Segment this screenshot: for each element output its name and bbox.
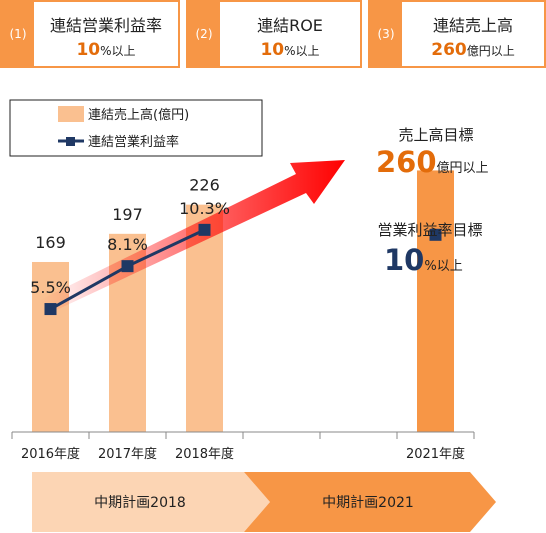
kpi-operating-margin: (1) 連結営業利益率 10%以上 <box>0 0 180 68</box>
x-tick-label: 2016年度 <box>21 446 80 462</box>
bar-value-label: 226 <box>189 176 220 195</box>
margin-value-label: 10.3% <box>179 199 230 218</box>
margin-value-label: 5.5% <box>30 278 71 297</box>
sales-target-label: 売上高目標 <box>398 126 473 144</box>
legend-swatch-sales <box>58 106 84 122</box>
kpi-value: 10 <box>260 40 285 60</box>
sales-target-unit: 億円以上 <box>437 160 489 176</box>
legend-label-sales: 連結売上高(億円) <box>88 107 189 123</box>
legend-label-margin: 連結営業利益率 <box>88 134 179 150</box>
kpi-unit: %以上 <box>284 44 320 58</box>
legend: 連結売上高(億円) 連結営業利益率 <box>9 99 263 157</box>
legend-box <box>9 99 263 157</box>
x-tick-label: 2021年度 <box>406 446 465 462</box>
margin-target-marker <box>429 228 442 241</box>
plan-2021-label: 中期計画2021 <box>322 495 414 511</box>
margin-target-value-line: 10%以上 <box>384 243 463 277</box>
bar-value-label: 169 <box>35 233 66 252</box>
sales-target-value-line: 260億円以上 <box>376 145 489 179</box>
kpi-number: (2) <box>188 2 220 66</box>
kpi-title: 連結営業利益率 <box>49 16 162 35</box>
plan-2018-label: 中期計画2018 <box>94 495 186 511</box>
margin-line <box>44 223 442 316</box>
kpi-value: 10 <box>76 40 101 60</box>
margin-marker <box>198 223 211 236</box>
plan-arrows: 中期計画2018 中期計画2021 <box>32 472 496 532</box>
margin-value-label: 8.1% <box>107 235 148 254</box>
margin-target-label: 営業利益率目標 <box>377 221 482 239</box>
legend-swatch-margin-marker <box>66 137 75 146</box>
kpi-number: (1) <box>2 2 34 66</box>
margin-marker <box>121 260 134 273</box>
sales-target-value: 260 <box>376 145 437 179</box>
x-axis: 2016年度 2017年度 2018年度 2021年度 <box>11 431 475 462</box>
margin-marker <box>44 303 57 316</box>
kpi-number: (3) <box>370 2 402 66</box>
kpi-sales: (3) 連結売上高 260億円以上 <box>368 0 546 68</box>
kpi-unit: %以上 <box>100 44 136 58</box>
bar-target <box>417 170 454 432</box>
plan-2018-arrow <box>32 472 270 532</box>
kpi-unit: 億円以上 <box>466 44 515 58</box>
plan-2021-arrow <box>244 472 496 532</box>
x-tick-label: 2017年度 <box>98 446 157 462</box>
bar-value-label: 197 <box>112 205 143 224</box>
margin-target-value: 10 <box>384 243 424 277</box>
x-tick-label: 2018年度 <box>175 446 234 462</box>
data-labels: 169 197 226 5.5% 8.1% 10.3% <box>30 176 230 297</box>
targets: 売上高目標 260億円以上 営業利益率目標 10%以上 <box>376 126 489 277</box>
kpi-value: 260 <box>431 40 467 60</box>
margin-target-unit: %以上 <box>424 259 462 274</box>
kpi-roe: (2) 連結ROE 10%以上 <box>186 0 362 68</box>
kpi-title: 連結ROE <box>257 16 323 35</box>
kpi-title: 連結売上高 <box>432 16 513 35</box>
